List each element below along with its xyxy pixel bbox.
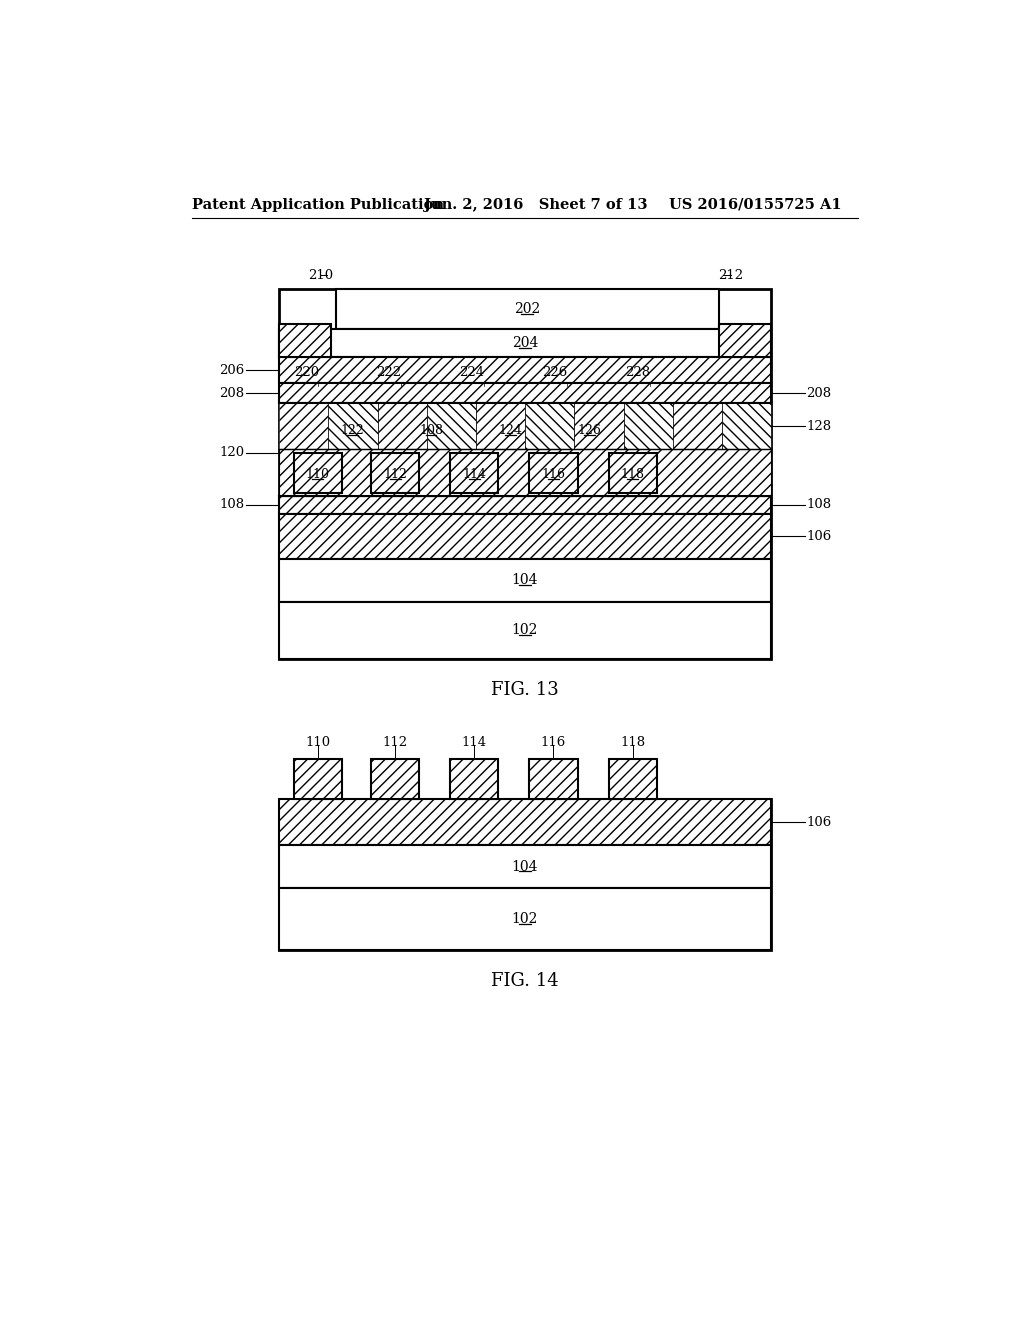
Text: 220: 220 <box>294 366 318 379</box>
Text: 228: 228 <box>626 366 650 379</box>
Text: 126: 126 <box>578 424 601 437</box>
Bar <box>329 404 378 449</box>
Bar <box>294 759 342 799</box>
Bar <box>280 515 771 558</box>
Text: 110: 110 <box>306 467 330 480</box>
Bar <box>280 404 329 449</box>
Text: 206: 206 <box>219 363 245 376</box>
Text: 202: 202 <box>514 302 541 317</box>
Text: 110: 110 <box>305 735 331 748</box>
Bar <box>372 759 420 799</box>
Bar <box>280 602 771 659</box>
Text: 118: 118 <box>621 467 644 480</box>
Bar <box>451 759 499 799</box>
Bar <box>280 496 771 515</box>
Text: 222: 222 <box>377 366 401 379</box>
Text: 108: 108 <box>419 424 443 437</box>
Bar <box>280 799 771 845</box>
Text: 114: 114 <box>463 467 486 480</box>
Text: FIG. 13: FIG. 13 <box>490 681 559 698</box>
Text: 112: 112 <box>383 467 408 480</box>
Bar <box>427 404 476 449</box>
Bar <box>372 453 420 492</box>
Text: 208: 208 <box>806 387 831 400</box>
Bar <box>280 330 771 358</box>
Text: 108: 108 <box>806 499 831 511</box>
Text: 204: 204 <box>512 337 538 350</box>
Bar <box>294 453 342 492</box>
Text: 102: 102 <box>512 623 538 638</box>
Bar <box>280 799 771 950</box>
Bar <box>280 449 771 496</box>
Text: 210: 210 <box>307 269 333 282</box>
Text: 226: 226 <box>543 366 567 379</box>
Text: 114: 114 <box>462 735 487 748</box>
Text: US 2016/0155725 A1: US 2016/0155725 A1 <box>669 198 842 211</box>
Bar <box>624 404 673 449</box>
Bar <box>673 404 722 449</box>
Text: 112: 112 <box>383 735 408 748</box>
Text: 108: 108 <box>219 499 245 511</box>
Text: 104: 104 <box>512 859 538 874</box>
Text: 208: 208 <box>219 387 245 400</box>
Bar <box>378 404 427 449</box>
Bar <box>280 323 331 358</box>
Bar <box>451 453 499 492</box>
Bar <box>280 558 771 602</box>
Bar <box>525 404 574 449</box>
Bar <box>529 759 578 799</box>
Text: 118: 118 <box>620 735 645 748</box>
Bar <box>336 289 719 330</box>
Text: 102: 102 <box>512 912 538 927</box>
Text: 116: 116 <box>542 467 565 480</box>
Text: 212: 212 <box>719 269 743 282</box>
Text: 104: 104 <box>512 573 538 587</box>
Bar <box>280 358 771 383</box>
Bar <box>719 323 771 358</box>
Text: 124: 124 <box>498 424 522 437</box>
Bar <box>574 404 624 449</box>
Text: 116: 116 <box>541 735 566 748</box>
Text: 106: 106 <box>806 529 831 543</box>
Bar <box>280 888 771 950</box>
Bar <box>280 845 771 888</box>
Text: Jun. 2, 2016   Sheet 7 of 13: Jun. 2, 2016 Sheet 7 of 13 <box>424 198 647 211</box>
Text: Patent Application Publication: Patent Application Publication <box>191 198 443 211</box>
Bar <box>608 759 656 799</box>
Text: 106: 106 <box>806 816 831 829</box>
Text: 224: 224 <box>460 366 484 379</box>
Bar <box>280 383 771 404</box>
Bar <box>476 404 525 449</box>
Text: 120: 120 <box>219 446 245 459</box>
Text: FIG. 14: FIG. 14 <box>490 972 559 990</box>
Bar <box>529 453 578 492</box>
Text: 122: 122 <box>341 424 365 437</box>
Bar <box>722 404 771 449</box>
Bar <box>608 453 656 492</box>
Bar <box>280 404 771 496</box>
Bar <box>280 289 771 659</box>
Text: 128: 128 <box>806 420 831 433</box>
